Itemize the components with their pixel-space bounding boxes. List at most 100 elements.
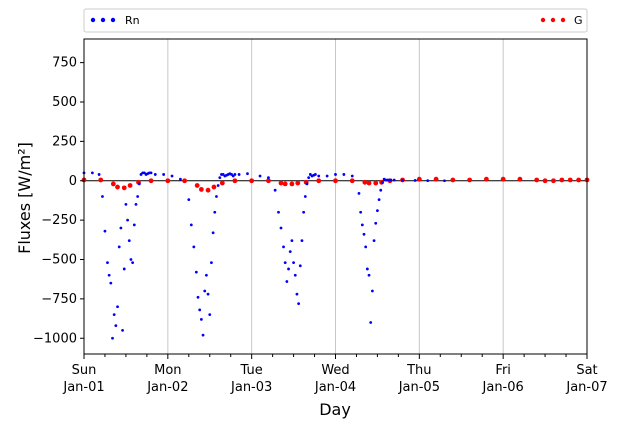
data-point-rn (215, 195, 218, 198)
data-point-g (182, 178, 188, 184)
data-point-rn (364, 245, 368, 249)
legend-g: G (540, 14, 583, 27)
data-point-g (219, 180, 225, 186)
data-point-rn (413, 179, 417, 182)
data-point-rn (196, 295, 200, 299)
data-point-g (205, 187, 211, 193)
data-point-rn (285, 280, 289, 283)
data-point-rn (211, 231, 215, 235)
data-point-rn (295, 292, 299, 296)
data-point-rn (293, 273, 297, 277)
data-point-g (484, 176, 489, 182)
data-point-rn (376, 209, 379, 213)
data-point-rn (126, 218, 129, 222)
data-point-rn (370, 289, 374, 293)
data-point-rn (379, 188, 383, 192)
data-point-rn (124, 202, 128, 206)
series-rn (82, 171, 446, 340)
data-point-g (232, 178, 238, 184)
data-point-rn (129, 258, 133, 261)
data-point-g (249, 178, 255, 184)
data-point-rn (127, 239, 131, 243)
data-point-rn (381, 180, 384, 184)
series-g (81, 176, 590, 193)
data-point-g (567, 177, 573, 183)
data-point-g (121, 185, 127, 191)
legend-rn-marker (90, 17, 96, 23)
x-tick-label-day: Wed (321, 363, 349, 378)
data-point-rn (153, 173, 157, 176)
data-point-rn (237, 173, 241, 176)
data-point-rn (114, 324, 118, 328)
y-tick-label: −750 (41, 292, 77, 307)
data-point-g (266, 178, 271, 184)
data-point-g (316, 178, 322, 184)
data-point-rn (288, 250, 292, 254)
data-point-g (551, 178, 556, 184)
data-point-g (295, 180, 301, 186)
data-point-g (278, 180, 284, 186)
data-point-rn (359, 210, 363, 214)
data-point-g (467, 177, 473, 183)
data-point-g (500, 176, 506, 182)
data-point-rn (194, 270, 198, 274)
x-tick-label-date: Jan-01 (62, 380, 104, 395)
y-tick-label: 250 (52, 134, 77, 149)
data-point-rn (290, 239, 294, 243)
data-point-rn (117, 245, 121, 249)
data-point-rn (273, 188, 277, 192)
data-point-rn (131, 261, 135, 265)
data-point-rn (362, 232, 366, 236)
data-point-rn (97, 173, 101, 176)
x-tick-label-date: Jan-07 (565, 380, 607, 395)
legend-g-label: G (574, 14, 583, 27)
data-point-rn (136, 195, 140, 198)
data-point-g (450, 177, 456, 183)
y-tick-label: −250 (41, 213, 77, 228)
data-point-rn (283, 261, 287, 265)
data-point-rn (350, 174, 354, 178)
data-point-rn (170, 174, 174, 178)
legend-g-marker (550, 17, 556, 23)
data-point-rn (122, 267, 126, 271)
data-point-rn (360, 223, 364, 227)
data-point-g (433, 176, 439, 182)
x-tick-label-date: Jan-04 (314, 380, 356, 395)
data-point-rn (401, 178, 404, 182)
data-point-rn (192, 245, 196, 249)
data-point-g (333, 178, 338, 184)
legend-rn-marker (100, 17, 106, 23)
data-point-g (282, 181, 288, 187)
data-point-g (559, 177, 565, 183)
legend-g-marker (540, 17, 546, 23)
data-point-rn (213, 210, 217, 214)
x-axis-label: Day (319, 400, 351, 419)
data-point-rn (216, 184, 220, 187)
data-point-rn (246, 172, 249, 176)
data-point-rn (103, 229, 107, 233)
x-tick-label-day: Fri (495, 363, 511, 378)
grid-lines (167, 39, 504, 354)
legend-box (83, 8, 588, 33)
data-point-g (211, 184, 217, 190)
data-point-rn (313, 173, 317, 176)
data-point-rn (203, 289, 207, 293)
data-point-g (289, 181, 295, 187)
data-point-g (576, 177, 582, 183)
data-point-rn (218, 176, 222, 180)
data-point-rn (210, 261, 213, 265)
data-point-rn (137, 182, 141, 186)
data-point-g (362, 179, 368, 185)
x-tick-label-day: Sat (576, 363, 597, 378)
data-point-rn (317, 174, 321, 178)
data-point-rn (298, 264, 302, 268)
data-point-g (98, 177, 104, 183)
data-point-g (115, 184, 120, 190)
data-point-rn (206, 292, 210, 296)
data-point-rn (179, 177, 182, 181)
data-point-rn (112, 313, 116, 317)
y-axis: 750 500 250 0 −250 −500 −750 −1000 (33, 56, 84, 346)
data-point-g (194, 183, 200, 188)
data-point-rn (334, 173, 337, 176)
data-point-rn (292, 261, 295, 265)
